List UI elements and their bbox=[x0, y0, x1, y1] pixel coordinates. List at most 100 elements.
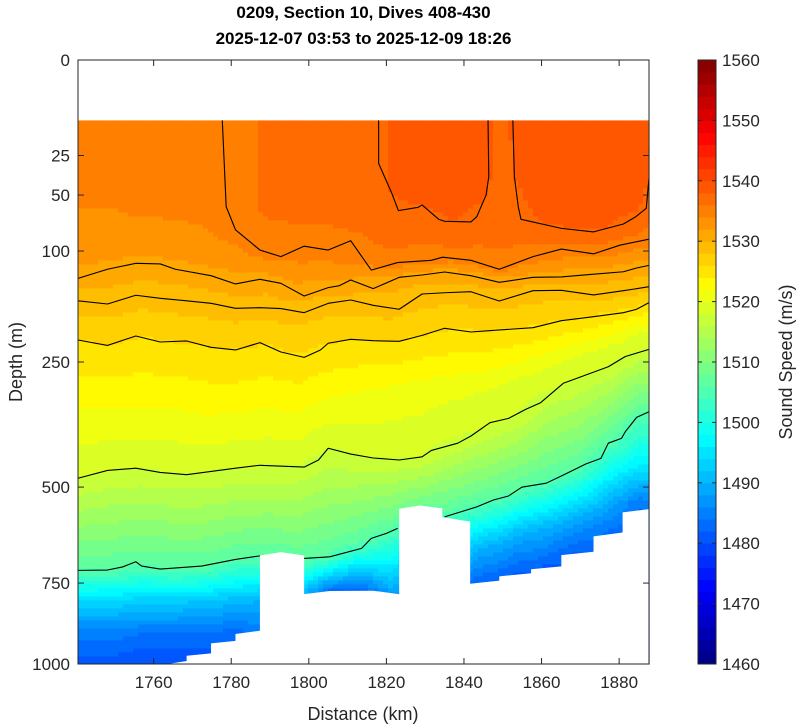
field-cell bbox=[248, 416, 254, 421]
field-cell bbox=[78, 332, 84, 337]
field-cell bbox=[178, 596, 184, 601]
field-cell bbox=[213, 464, 219, 469]
field-cell bbox=[223, 176, 229, 181]
field-cell bbox=[153, 576, 159, 581]
field-cell bbox=[113, 452, 119, 457]
field-cell bbox=[148, 436, 154, 441]
field-cell bbox=[128, 364, 134, 369]
field-cell bbox=[198, 320, 204, 325]
field-cell bbox=[93, 440, 99, 445]
field-cell bbox=[128, 388, 134, 393]
field-cell bbox=[133, 500, 139, 505]
field-cell bbox=[153, 140, 159, 145]
field-cell bbox=[223, 172, 229, 177]
field-cell bbox=[78, 292, 84, 297]
field-cell bbox=[78, 308, 84, 313]
field-cell bbox=[128, 416, 134, 421]
field-cell bbox=[93, 212, 99, 217]
field-cell bbox=[208, 336, 214, 341]
field-cell bbox=[198, 392, 204, 397]
field-cell bbox=[148, 512, 154, 517]
field-cell bbox=[108, 596, 114, 601]
field-cell bbox=[108, 348, 114, 353]
field-cell bbox=[188, 572, 194, 577]
field-cell bbox=[218, 500, 224, 505]
field-cell bbox=[138, 576, 144, 581]
field-cell bbox=[168, 256, 174, 261]
field-cell bbox=[163, 368, 169, 373]
field-cell bbox=[148, 464, 154, 469]
field-cell bbox=[228, 336, 234, 341]
field-cell bbox=[233, 336, 239, 341]
field-cell bbox=[133, 620, 139, 625]
field-cell bbox=[213, 296, 219, 301]
field-cell bbox=[113, 632, 119, 637]
field-cell bbox=[158, 256, 164, 261]
field-cell bbox=[228, 600, 234, 605]
field-cell bbox=[203, 232, 209, 237]
field-cell bbox=[118, 312, 124, 317]
field-cell bbox=[158, 580, 164, 585]
field-cell bbox=[148, 532, 154, 537]
field-cell bbox=[208, 592, 214, 597]
field-cell bbox=[223, 500, 229, 505]
field-cell bbox=[248, 540, 254, 545]
field-cell bbox=[233, 452, 239, 457]
field-cell bbox=[138, 660, 144, 665]
field-cell bbox=[118, 344, 124, 349]
field-cell bbox=[233, 240, 239, 245]
field-cell bbox=[203, 560, 209, 565]
field-cell bbox=[138, 240, 144, 245]
field-cell bbox=[213, 632, 219, 637]
field-cell bbox=[173, 360, 179, 365]
field-cell bbox=[93, 248, 99, 253]
field-cell bbox=[88, 600, 94, 605]
field-cell bbox=[93, 496, 99, 501]
field-cell bbox=[158, 444, 164, 449]
field-cell bbox=[163, 152, 169, 157]
field-cell bbox=[188, 452, 194, 457]
field-cell bbox=[113, 228, 119, 233]
field-cell bbox=[258, 388, 264, 393]
field-cell bbox=[248, 160, 254, 165]
field-cell bbox=[203, 496, 209, 501]
field-cell bbox=[198, 160, 204, 165]
field-cell bbox=[178, 616, 184, 621]
field-cell bbox=[153, 256, 159, 261]
field-cell bbox=[138, 588, 144, 593]
field-cell bbox=[223, 180, 229, 185]
field-cell bbox=[238, 628, 244, 633]
field-cell bbox=[233, 532, 239, 537]
field-cell bbox=[223, 272, 229, 277]
field-cell bbox=[218, 588, 224, 593]
field-cell bbox=[258, 404, 264, 409]
field-cell bbox=[253, 500, 259, 505]
field-cell bbox=[218, 196, 224, 201]
field-cell bbox=[148, 328, 154, 333]
field-cell bbox=[253, 516, 259, 521]
field-cell bbox=[88, 120, 94, 125]
field-cell bbox=[138, 296, 144, 301]
field-cell bbox=[203, 464, 209, 469]
field-cell bbox=[138, 180, 144, 185]
field-cell bbox=[138, 484, 144, 489]
field-cell bbox=[158, 220, 164, 225]
field-cell bbox=[213, 388, 219, 393]
field-cell bbox=[228, 400, 234, 405]
field-cell bbox=[173, 148, 179, 153]
field-cell bbox=[208, 508, 214, 513]
field-cell bbox=[188, 396, 194, 401]
field-cell bbox=[203, 208, 209, 213]
field-cell bbox=[233, 252, 239, 257]
field-cell bbox=[83, 268, 89, 273]
field-cell bbox=[163, 172, 169, 177]
field-cell bbox=[248, 564, 254, 569]
field-cell bbox=[88, 136, 94, 141]
field-cell bbox=[88, 424, 94, 429]
field-cell bbox=[158, 512, 164, 517]
field-cell bbox=[143, 188, 149, 193]
field-cell bbox=[108, 208, 114, 213]
field-cell bbox=[218, 376, 224, 381]
field-cell bbox=[248, 144, 254, 149]
field-cell bbox=[203, 472, 209, 477]
